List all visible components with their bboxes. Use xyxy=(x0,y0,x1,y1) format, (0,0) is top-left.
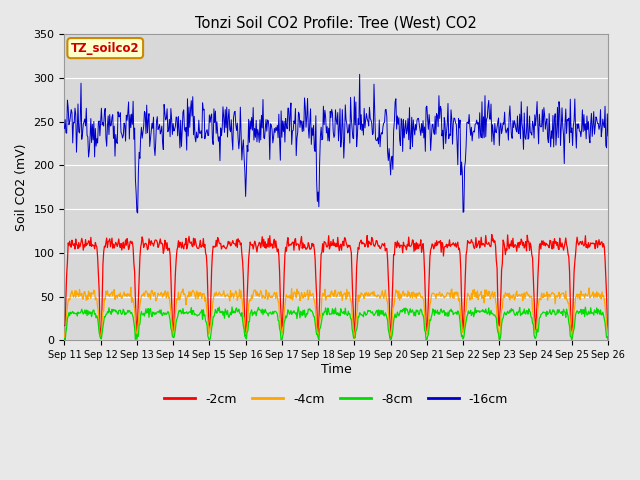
X-axis label: Time: Time xyxy=(321,363,351,376)
Text: TZ_soilco2: TZ_soilco2 xyxy=(71,42,140,55)
Legend: -2cm, -4cm, -8cm, -16cm: -2cm, -4cm, -8cm, -16cm xyxy=(159,388,513,411)
Title: Tonzi Soil CO2 Profile: Tree (West) CO2: Tonzi Soil CO2 Profile: Tree (West) CO2 xyxy=(195,15,477,30)
Y-axis label: Soil CO2 (mV): Soil CO2 (mV) xyxy=(15,144,28,231)
